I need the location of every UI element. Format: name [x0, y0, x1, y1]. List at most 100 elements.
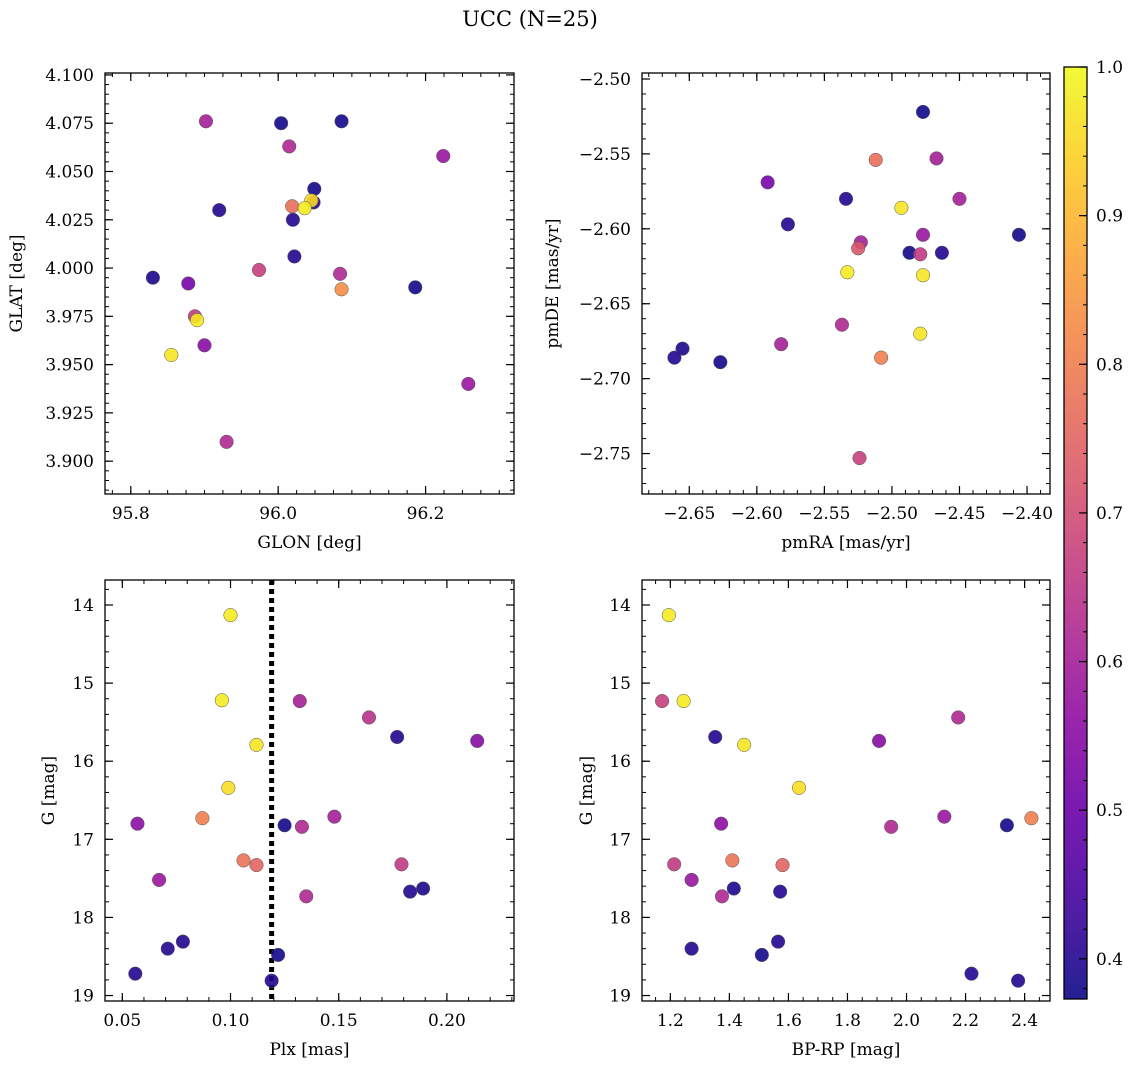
scatter-point: [934, 245, 949, 260]
scatter-point: [334, 282, 349, 297]
scatter-point: [726, 881, 741, 896]
x-tick-label: 1.4: [716, 1011, 743, 1031]
x-tick-label: 0.10: [212, 1011, 250, 1031]
y-tick-label: 14: [609, 596, 631, 616]
y-axis-label: pmDE [mas/yr]: [543, 218, 563, 348]
x-tick-label: 2.4: [1011, 1011, 1038, 1031]
scatter-point: [773, 884, 788, 899]
scatter-point: [128, 966, 143, 981]
scatter-point: [287, 249, 302, 264]
scatter-point: [774, 337, 789, 352]
scatter-point: [197, 338, 212, 353]
panel-2: −2.65 −2.60 −2.55 −2.50 −2.45 −2.40 −2.75 −2.70…: [543, 70, 1053, 553]
y-tick-label: 18: [72, 908, 94, 928]
scatter-point: [181, 276, 196, 291]
scatter-point: [780, 217, 795, 232]
scatter-point: [271, 947, 286, 962]
scatter-point: [333, 266, 348, 281]
y-axis-label: GLAT [deg]: [7, 234, 27, 332]
y-tick-label: 4.025: [45, 211, 94, 231]
scatter-point: [708, 729, 723, 745]
colorbar-tick-label: 0.4: [1096, 950, 1123, 970]
scatter-point: [714, 889, 730, 904]
scatter-point: [792, 780, 807, 795]
panel-3: 0.05 0.10 0.15 0.20 14 15 16 17 18 19 Plx [mas] G […: [39, 579, 515, 1060]
y-tick-label: 3.925: [45, 404, 94, 424]
colorbar-tick-label: 1.0: [1096, 58, 1123, 78]
scatter-point: [951, 710, 966, 725]
scatter-point: [999, 818, 1014, 833]
scatter-point: [292, 694, 307, 709]
scatter-point: [684, 872, 699, 887]
scatter-point: [915, 227, 931, 242]
colorbar-gradient: [1064, 67, 1087, 999]
x-tick-label: 96.0: [259, 504, 297, 524]
scatter-point: [470, 733, 485, 748]
y-tick-label: 15: [72, 674, 94, 694]
y-tick-label: 16: [609, 752, 631, 772]
scatter-point: [760, 175, 775, 190]
y-tick-label: 17: [609, 830, 631, 850]
scatter-point: [915, 268, 931, 283]
scatter-point: [667, 350, 682, 365]
scatter-point: [152, 872, 167, 887]
y-tick-label: 4.050: [45, 162, 94, 182]
plot-frame: [104, 72, 515, 495]
scatter-point: [294, 819, 309, 834]
scatter-point: [160, 941, 175, 956]
scatter-point: [299, 889, 314, 904]
scatter-point: [915, 104, 931, 120]
scatter-point: [190, 313, 205, 328]
scatter-point: [684, 941, 699, 956]
colorbar: 0.4 0.5 0.6 0.7 0.8 0.9 1.0: [1063, 58, 1123, 1000]
y-tick-label: 3.975: [45, 307, 94, 327]
scatter-point: [1024, 811, 1039, 826]
x-tick-label: 95.8: [112, 504, 150, 524]
y-tick-label: 17: [72, 830, 94, 850]
y-tick-label: −2.75: [579, 445, 631, 465]
scatter-point: [214, 693, 229, 708]
y-tick-label: −2.55: [579, 145, 631, 165]
scatter-point: [221, 780, 236, 795]
x-tick-label: 1.8: [834, 1011, 861, 1031]
scatter-point: [868, 152, 883, 167]
scatter-point: [334, 114, 349, 129]
x-tick-label: −2.45: [933, 504, 985, 524]
y-tick-label: 16: [72, 752, 94, 772]
colorbar-tick-label: 0.9: [1096, 207, 1123, 227]
x-tick-label: 0.15: [320, 1011, 358, 1031]
y-tick-label: 4.075: [45, 114, 94, 134]
y-tick-label: 19: [72, 987, 94, 1007]
x-tick-label: 0.05: [103, 1011, 141, 1031]
scatter-point: [771, 934, 786, 949]
scatter-point: [872, 733, 887, 748]
scatter-point: [725, 853, 740, 868]
plot-frame: [641, 72, 1051, 495]
x-axis-label: Plx [mas]: [269, 1040, 349, 1060]
x-tick-label: −2.65: [663, 504, 715, 524]
colorbar-tick-label: 0.8: [1096, 355, 1123, 375]
scatter-point: [714, 816, 729, 831]
y-tick-label: 4.100: [45, 66, 94, 86]
colorbar-tick-label: 0.7: [1096, 504, 1123, 524]
scatter-point: [775, 858, 790, 873]
colorbar-tick-label: 0.5: [1096, 801, 1123, 821]
scatter-point: [754, 947, 769, 962]
y-tick-label: 3.900: [45, 452, 94, 472]
y-tick-label: 14: [72, 596, 94, 616]
scatter-point: [130, 816, 145, 831]
scatter-point: [285, 199, 300, 214]
x-tick-label: 96.2: [407, 504, 445, 524]
scatter-point: [361, 710, 377, 725]
scatter-point: [274, 116, 289, 131]
scatter-point: [964, 966, 979, 981]
scatter-point: [884, 819, 899, 834]
x-axis-label: GLON [deg]: [257, 533, 361, 553]
scatter-point: [655, 694, 670, 709]
scatter-point: [408, 280, 423, 295]
scatter-point: [1011, 227, 1026, 242]
x-axis-label: pmRA [mas/yr]: [781, 533, 910, 553]
scatter-point: [1011, 973, 1026, 988]
x-tick-label: −2.40: [1001, 504, 1053, 524]
